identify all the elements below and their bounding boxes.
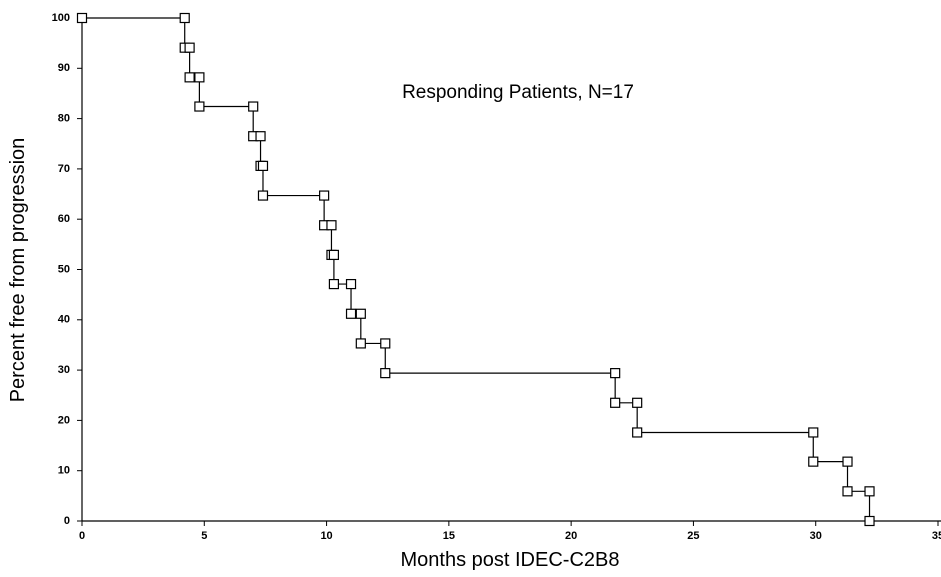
marker xyxy=(808,456,819,467)
y-tick-label: 30 xyxy=(58,364,70,376)
marker xyxy=(194,101,205,112)
y-tick-label: 100 xyxy=(52,12,70,24)
marker xyxy=(194,72,205,83)
y-tick-label: 10 xyxy=(58,465,70,477)
y-tick-label: 50 xyxy=(58,263,70,275)
x-tick-label: 0 xyxy=(79,530,85,542)
x-tick-label: 15 xyxy=(443,530,455,542)
x-tick-label: 20 xyxy=(565,530,577,542)
y-tick-label: 40 xyxy=(58,314,70,326)
x-axis-label: Months post IDEC-C2B8 xyxy=(401,549,620,571)
marker xyxy=(380,368,391,379)
marker xyxy=(76,12,88,24)
y-tick-label: 20 xyxy=(58,414,70,426)
marker xyxy=(179,12,190,24)
y-tick-label: 70 xyxy=(58,163,70,175)
marker xyxy=(632,397,643,408)
marker xyxy=(345,308,357,319)
marker xyxy=(842,456,853,467)
annotation: Responding Patients, N=17 xyxy=(402,82,634,103)
marker xyxy=(355,338,366,349)
marker xyxy=(864,515,875,527)
y-tick-label: 60 xyxy=(58,213,70,225)
y-tick-label: 90 xyxy=(58,62,70,74)
x-tick-label: 25 xyxy=(687,530,699,542)
marker xyxy=(184,72,195,83)
marker xyxy=(380,338,391,349)
x-tick-label: 10 xyxy=(320,530,332,542)
marker xyxy=(326,220,337,231)
marker xyxy=(632,427,643,438)
marker xyxy=(345,278,357,290)
x-tick-label: 35 xyxy=(932,530,941,542)
x-tick-label: 5 xyxy=(201,530,207,542)
marker xyxy=(864,486,875,497)
marker xyxy=(248,101,259,112)
marker xyxy=(257,160,269,171)
x-tick-label: 30 xyxy=(810,530,822,542)
marker xyxy=(610,368,621,379)
marker xyxy=(808,427,819,438)
marker xyxy=(184,42,195,53)
marker xyxy=(355,308,366,319)
marker xyxy=(319,190,330,201)
marker xyxy=(328,278,340,290)
y-tick-label: 80 xyxy=(58,113,70,125)
marker xyxy=(255,131,266,142)
y-axis-label: Percent free from progression xyxy=(7,138,29,403)
marker xyxy=(610,397,621,408)
y-tick-label: 0 xyxy=(64,515,70,527)
marker xyxy=(328,249,340,261)
marker xyxy=(842,486,853,497)
marker xyxy=(257,190,269,201)
